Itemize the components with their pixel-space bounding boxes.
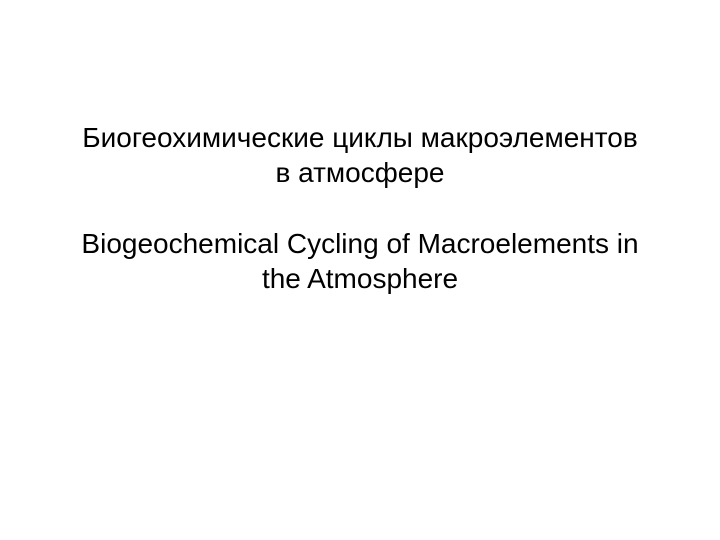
title-ru-line1: Биогеохимические циклы макроэлементов <box>0 120 720 155</box>
title-en-line2: the Atmosphere <box>0 261 720 296</box>
title-gap <box>0 190 720 226</box>
title-block: Биогеохимические циклы макроэлементов в … <box>0 120 720 296</box>
title-ru-line2: в атмосфере <box>0 155 720 190</box>
title-en-line1: Biogeochemical Cycling of Macroelements … <box>0 226 720 261</box>
slide: Биогеохимические циклы макроэлементов в … <box>0 0 720 540</box>
